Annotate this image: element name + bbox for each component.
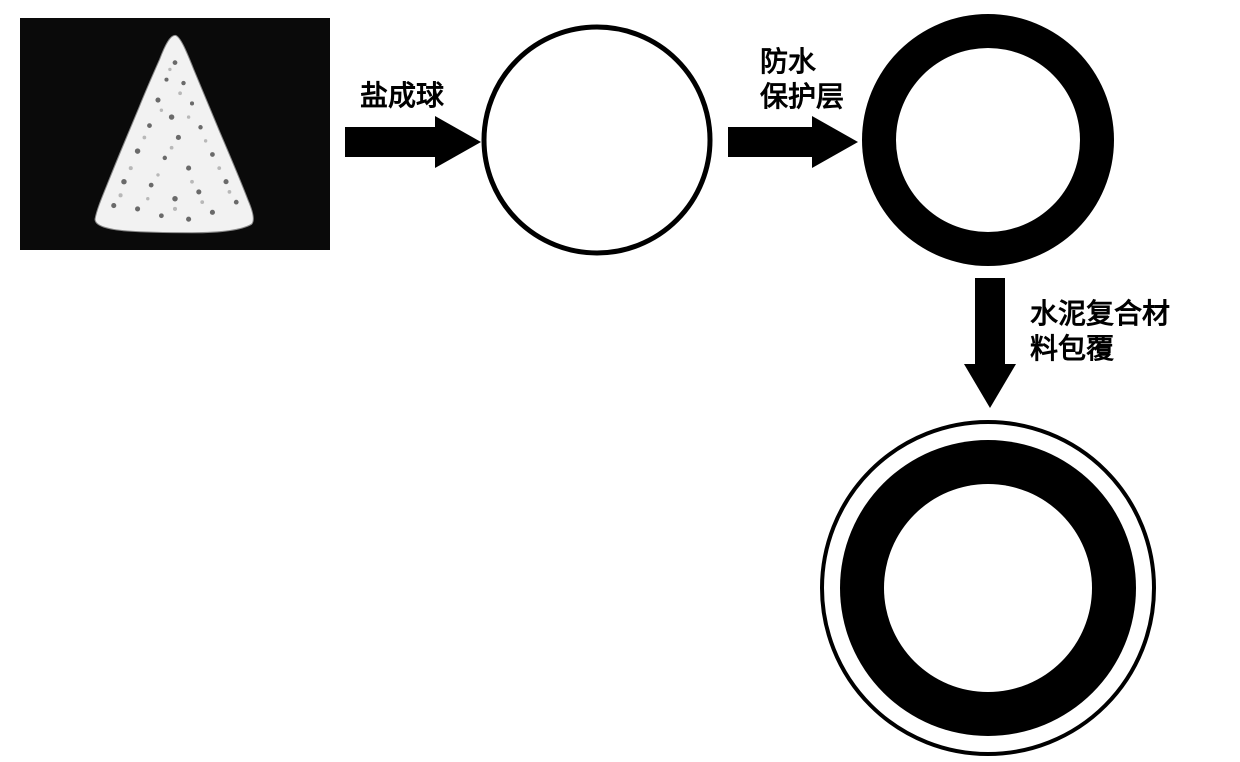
arrow-2-label: 防水 保护层 [760,44,844,114]
salt-pile-svg [67,32,284,236]
arrow-1 [345,112,485,172]
circle-cement-coated [818,418,1158,758]
arrow-3-label: 水泥复合材 料包覆 [1030,296,1170,366]
arrow-3 [960,278,1020,412]
arrow-2 [728,112,862,172]
arrow-1-label: 盐成球 [360,78,444,113]
circle-waterproof-ring [860,12,1116,268]
circle-salt-ball [479,22,715,258]
diagram-stage: 盐成球 防水 保护层 水泥复合材 料包覆 [0,0,1240,762]
salt-pile-photo [20,18,330,250]
